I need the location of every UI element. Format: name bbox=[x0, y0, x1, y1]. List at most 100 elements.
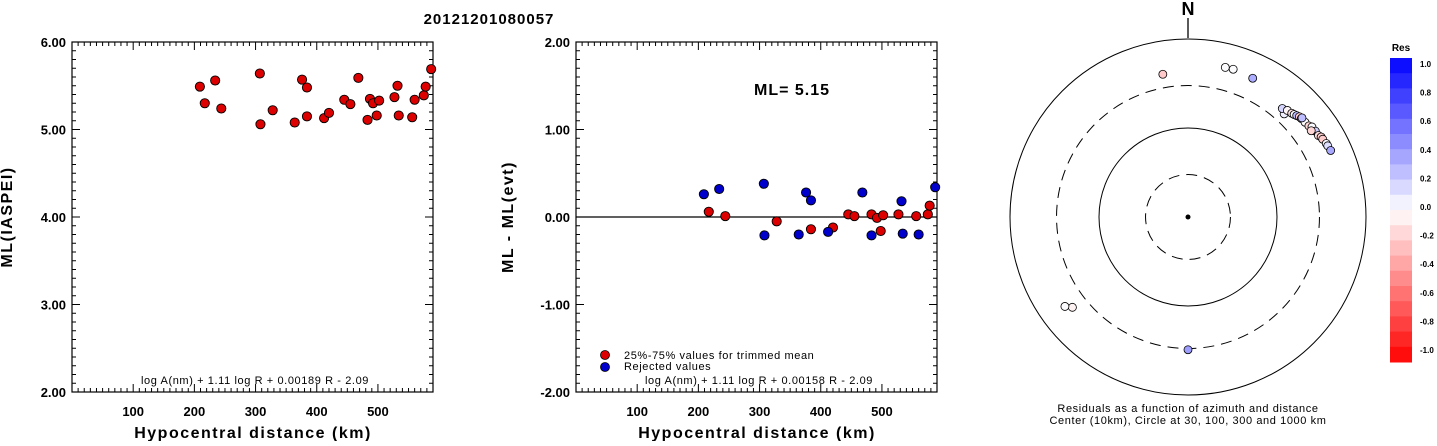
colorbar-cell bbox=[1390, 225, 1412, 241]
colorbar-tick-label: -1.0 bbox=[1420, 346, 1434, 355]
station-point bbox=[1326, 146, 1336, 155]
magnitude-formula: log A(nm) + 1.11 log R + 0.00158 R - 2.0… bbox=[645, 375, 873, 387]
y-tick-label: 2.00 bbox=[41, 385, 66, 400]
data-point bbox=[759, 230, 770, 241]
station-point bbox=[1306, 126, 1316, 136]
x-tick-label: 500 bbox=[367, 404, 389, 419]
colorbar-cell bbox=[1390, 301, 1412, 317]
data-point bbox=[409, 94, 420, 105]
data-point bbox=[289, 117, 300, 128]
y-tick-labels: 2.00 3.00 4.00 5.00 6.00 bbox=[41, 35, 66, 400]
data-point bbox=[254, 68, 265, 79]
data-point bbox=[866, 230, 877, 241]
tick-marks bbox=[72, 42, 433, 392]
data-point bbox=[374, 95, 385, 106]
data-point bbox=[301, 82, 313, 93]
colorbar-title: Res bbox=[1392, 43, 1411, 54]
data-point bbox=[793, 229, 804, 240]
colorbar-tick-label: -0.2 bbox=[1420, 232, 1434, 241]
residual-colorbar: Res 1.0 0.8 0.6 0.4 0.2 0.0 -0.2 -0.4 -0.6 -0.8 -1… bbox=[1390, 43, 1434, 363]
x-tick-label: 200 bbox=[184, 404, 206, 419]
data-point bbox=[255, 119, 266, 130]
y-tick-label: 6.00 bbox=[41, 35, 66, 50]
x-tick-label: 400 bbox=[306, 404, 328, 419]
colorbar-tick-label: 0.0 bbox=[1420, 203, 1432, 212]
station-point bbox=[1158, 69, 1168, 79]
colorbar-cell bbox=[1390, 331, 1412, 348]
data-point bbox=[911, 211, 922, 222]
colorbar-cell bbox=[1390, 58, 1412, 74]
tick-marks bbox=[576, 42, 937, 392]
ml-annotation: ML= 5.15 bbox=[754, 82, 830, 99]
plot-frame bbox=[71, 41, 434, 393]
data-point bbox=[698, 189, 709, 200]
data-point bbox=[210, 75, 221, 86]
x-axis-label: Hypocentral distance (km) bbox=[638, 425, 876, 441]
data-point bbox=[426, 64, 437, 75]
colorbar-cell bbox=[1390, 118, 1412, 135]
colorbar-cell bbox=[1390, 316, 1412, 333]
colorbar-tick-label: 0.4 bbox=[1420, 146, 1432, 155]
colorbar-cell bbox=[1390, 210, 1412, 226]
epicenter-marker bbox=[1185, 214, 1191, 220]
data-point bbox=[805, 195, 817, 206]
data-point bbox=[353, 72, 364, 83]
x-axis-label: Hypocentral distance (km) bbox=[134, 425, 372, 441]
data-point bbox=[199, 98, 210, 109]
colorbar-tick-label: -0.6 bbox=[1420, 289, 1434, 298]
colorbar-cell bbox=[1390, 255, 1412, 272]
x-tick-label: 100 bbox=[626, 404, 648, 419]
data-point bbox=[194, 81, 205, 92]
data-point bbox=[893, 209, 904, 220]
caption-line-2: Center (10km), Circle at 30, 100, 300 an… bbox=[1049, 415, 1326, 427]
colorbar-cell bbox=[1390, 103, 1412, 120]
north-label: N bbox=[1182, 0, 1195, 19]
colorbar-tick-label: 0.2 bbox=[1420, 174, 1432, 183]
colorbar-cell bbox=[1390, 164, 1412, 181]
distance-ring-30km bbox=[1145, 174, 1231, 260]
legend-label-rejected: Rejected values bbox=[624, 361, 711, 373]
colorbar-cell bbox=[1390, 73, 1412, 89]
data-point bbox=[805, 224, 817, 235]
data-point bbox=[913, 229, 924, 240]
data-point bbox=[371, 110, 382, 121]
data-point bbox=[392, 80, 403, 91]
colorbar-tick-labels: 1.0 0.8 0.6 0.4 0.2 0.0 -0.2 -0.4 -0.6 -0.8 -1.0 bbox=[1420, 60, 1434, 355]
station-point bbox=[1248, 73, 1258, 83]
legend-label-trimmed: 25%-75% values for trimmed mean bbox=[624, 350, 814, 362]
data-point bbox=[407, 112, 418, 123]
station-point bbox=[1067, 302, 1077, 312]
colorbar-cell bbox=[1390, 346, 1412, 363]
data-point bbox=[758, 178, 769, 189]
azimuth-distance-panel: N Residuals as a function of azimuth and… bbox=[1009, 0, 1367, 427]
data-point bbox=[875, 225, 886, 237]
data-point bbox=[823, 226, 834, 237]
y-tick-label: 4.00 bbox=[41, 210, 66, 225]
y-tick-label: 1.00 bbox=[545, 123, 570, 138]
caption-line-1: Residuals as a function of azimuth and d… bbox=[1057, 403, 1318, 415]
y-axis-label: ML(IASPEI) bbox=[0, 166, 16, 267]
station-residual-points bbox=[1060, 62, 1336, 355]
data-point bbox=[420, 81, 431, 92]
colorbar-cell bbox=[1390, 194, 1412, 211]
x-tick-labels: 100 200 300 400 500 bbox=[122, 404, 388, 419]
x-tick-label: 100 bbox=[122, 404, 144, 419]
magnitude-formula: log A(nm) + 1.11 log R + 0.00189 R - 2.0… bbox=[141, 375, 369, 387]
colorbar-cell bbox=[1390, 88, 1412, 105]
data-point bbox=[703, 206, 714, 217]
x-tick-label: 400 bbox=[810, 404, 832, 419]
data-point bbox=[924, 200, 935, 211]
ml-iaspei-panel: 100 200 300 400 500 2.00 3.00 4.00 5.00 6.00 log… bbox=[0, 35, 437, 442]
y-tick-label: 3.00 bbox=[41, 298, 66, 313]
data-point bbox=[267, 105, 278, 116]
colorbar-cell bbox=[1390, 179, 1412, 196]
data-point bbox=[896, 196, 907, 207]
figure-title: 20121201080057 bbox=[424, 11, 555, 28]
colorbar-cell bbox=[1390, 286, 1412, 302]
station-point bbox=[1297, 113, 1307, 123]
colorbar-cell bbox=[1390, 149, 1412, 165]
data-point bbox=[345, 99, 356, 110]
station-point bbox=[1220, 62, 1230, 72]
data-point bbox=[771, 216, 782, 227]
